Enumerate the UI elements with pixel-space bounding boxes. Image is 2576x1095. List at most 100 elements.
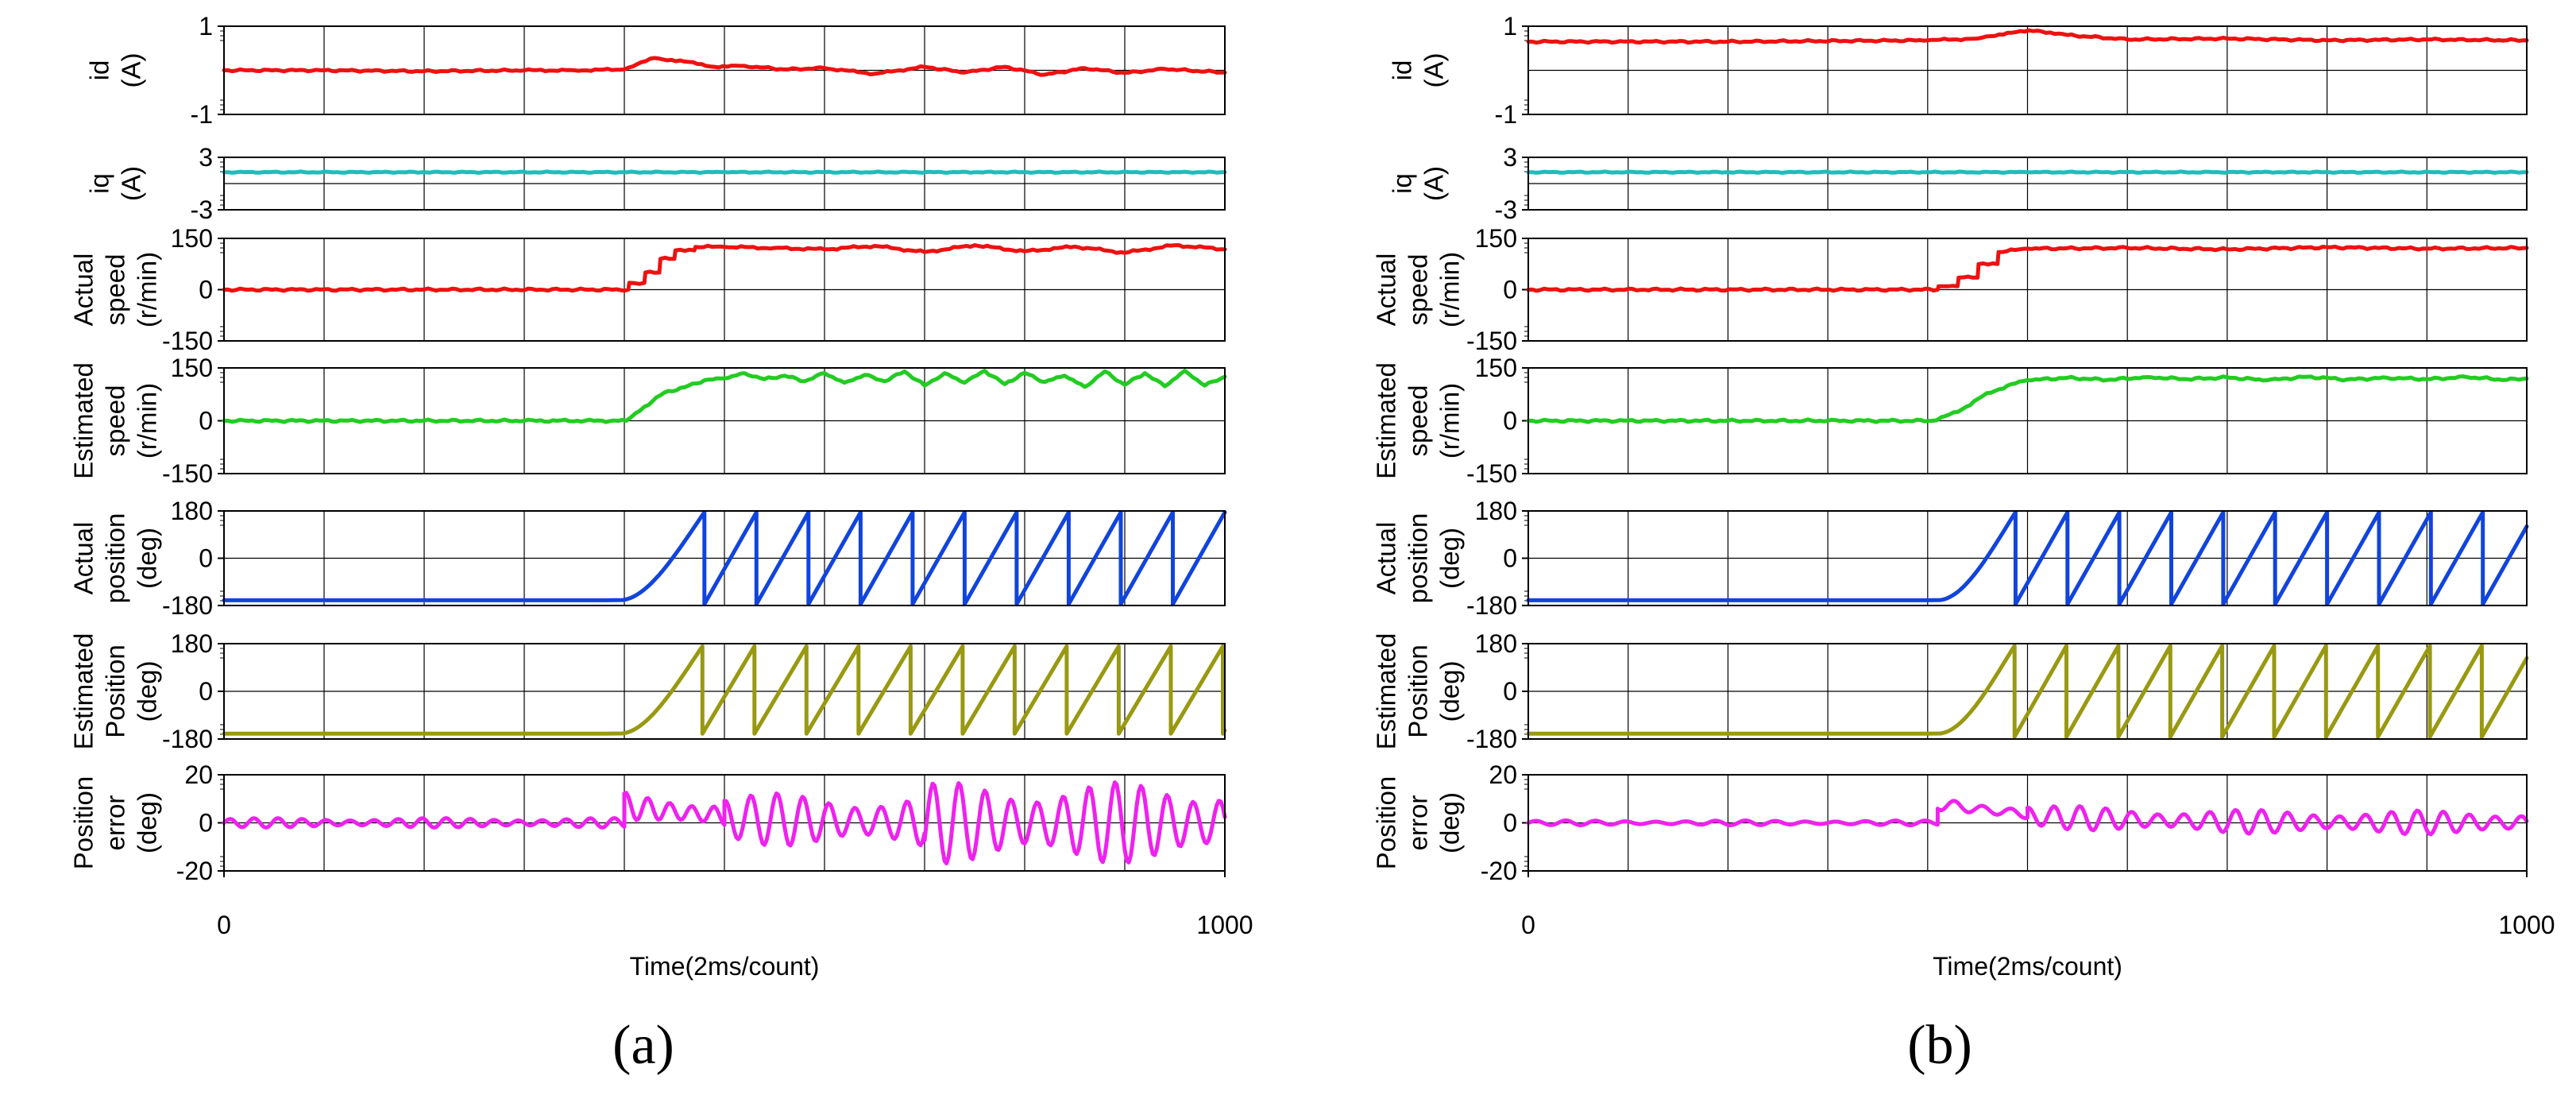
subplot-5: 180 0 -180 Estimated Position (deg): [69, 629, 1227, 753]
plot-frame: [223, 238, 1226, 342]
y-axis-label: id: [1388, 60, 1417, 81]
y-tick-label: -150: [1466, 327, 1517, 355]
x-tick-label: 1000: [1196, 911, 1253, 939]
y-axis-label: (A): [117, 53, 146, 88]
y-tick-label: 180: [1475, 629, 1517, 658]
y-axis-label: (deg): [133, 528, 162, 589]
y-axis-label: position: [1404, 513, 1433, 604]
subplot-6: 20 0 -20 Position error (deg): [1372, 760, 2529, 885]
y-tick-label: -150: [162, 327, 213, 355]
x-axis-title: Time(2ms/count): [1933, 952, 2122, 981]
y-tick-label: 0: [1503, 544, 1517, 573]
plot-frame: [1527, 510, 2528, 606]
subplot-2: 150 0 -150 Actual speed (r/min): [69, 224, 1227, 355]
y-axis-label: Position: [101, 644, 130, 737]
signal-trace: [222, 56, 1227, 77]
y-tick-label: 1: [199, 12, 213, 41]
subplot-3: 150 0 -150 Estimated speed (r/min): [69, 354, 1227, 488]
signal-trace: [1526, 644, 2529, 739]
signal-trace: [1526, 28, 2529, 45]
y-tick-label: 0: [1503, 407, 1517, 435]
plot-frame: [1527, 643, 2528, 740]
y-tick-label: 150: [1475, 354, 1517, 382]
plot-frame: [223, 774, 1226, 872]
y-axis-label: (deg): [1435, 660, 1465, 722]
panel-label: (b): [1907, 1015, 1972, 1076]
y-tick-label: 180: [171, 629, 213, 658]
x-tick-label: 1000: [2498, 911, 2555, 939]
y-tick-label: 20: [184, 760, 213, 789]
y-axis-label: iq: [1388, 173, 1417, 194]
y-tick-label: -180: [162, 725, 213, 753]
y-axis-label: (r/min): [1435, 383, 1465, 459]
x-axis-title: Time(2ms/count): [630, 952, 820, 981]
y-axis-label: (r/min): [133, 383, 162, 459]
y-axis-label: (deg): [133, 792, 162, 853]
subplot-6: 20 0 -20 Position error (deg): [69, 760, 1227, 885]
y-tick-label: 3: [1503, 143, 1517, 172]
y-axis-label: (r/min): [1435, 252, 1465, 327]
y-axis-label: Actual: [1372, 253, 1401, 327]
y-tick-label: -150: [162, 459, 213, 488]
y-tick-label: -150: [1466, 459, 1517, 488]
y-tick-label: -3: [1495, 195, 1517, 224]
y-tick-label: 3: [199, 143, 213, 172]
subplot-0: 1 -1 id (A): [85, 12, 1227, 129]
y-axis-label: Estimated: [69, 633, 98, 750]
subplot-0: 1 -1 id (A): [1388, 12, 2529, 129]
plot-frame: [1527, 238, 2528, 342]
y-axis-label: (A): [1419, 53, 1449, 88]
y-tick-label: -3: [191, 195, 213, 224]
plot-frame: [1527, 367, 2528, 474]
plot-frame: [1527, 25, 2528, 115]
y-tick-label: 0: [199, 407, 213, 435]
plot-frame: [223, 157, 1226, 211]
y-axis-label: (r/min): [133, 252, 162, 327]
plot-frame: [223, 367, 1226, 474]
y-axis-label: (deg): [1435, 528, 1465, 589]
plot-frame: [1527, 774, 2528, 872]
subplot-1: 3 -3 iq (A): [85, 143, 1227, 224]
y-tick-label: 180: [1475, 497, 1517, 525]
y-tick-label: 0: [199, 544, 213, 573]
signal-trace: [222, 369, 1227, 424]
y-tick-label: 150: [171, 354, 213, 382]
signal-trace: [222, 243, 1227, 293]
signal-trace: [1526, 799, 2529, 837]
subplot-4: 180 0 -180 Actual position (deg): [1372, 497, 2529, 620]
y-axis-label: position: [101, 513, 130, 604]
y-tick-label: 20: [1489, 760, 1517, 789]
y-tick-label: 150: [1475, 224, 1517, 253]
y-tick-label: 0: [1503, 809, 1517, 838]
y-axis-label: speed: [101, 254, 130, 326]
y-tick-label: 150: [171, 224, 213, 253]
signal-trace: [1526, 169, 2529, 175]
y-tick-label: -1: [1495, 100, 1517, 129]
y-axis-label: speed: [101, 385, 130, 457]
y-tick-label: -180: [1466, 725, 1517, 753]
y-axis-label: speed: [1404, 254, 1433, 326]
plot-frame: [223, 510, 1226, 606]
y-axis-label: id: [85, 60, 114, 81]
y-axis-label: (deg): [133, 660, 162, 722]
y-tick-label: -20: [176, 857, 213, 885]
y-axis-label: Position: [1372, 776, 1401, 869]
y-tick-label: -180: [1466, 591, 1517, 620]
signal-trace: [222, 644, 1227, 736]
y-axis-label: Estimated: [1372, 633, 1401, 750]
y-tick-label: 180: [171, 497, 213, 525]
y-axis-label: Position: [69, 776, 98, 869]
y-axis-label: error: [101, 795, 130, 851]
y-axis-label: Position: [1404, 644, 1433, 737]
y-axis-label: Estimated: [69, 362, 98, 479]
y-tick-label: 0: [199, 809, 213, 838]
y-tick-label: 0: [199, 276, 213, 304]
signal-trace: [1526, 244, 2529, 293]
y-axis-label: (A): [1419, 166, 1449, 201]
y-axis-label: Actual: [69, 253, 98, 327]
signal-trace: [1526, 374, 2529, 424]
plot-frame: [223, 25, 1226, 115]
